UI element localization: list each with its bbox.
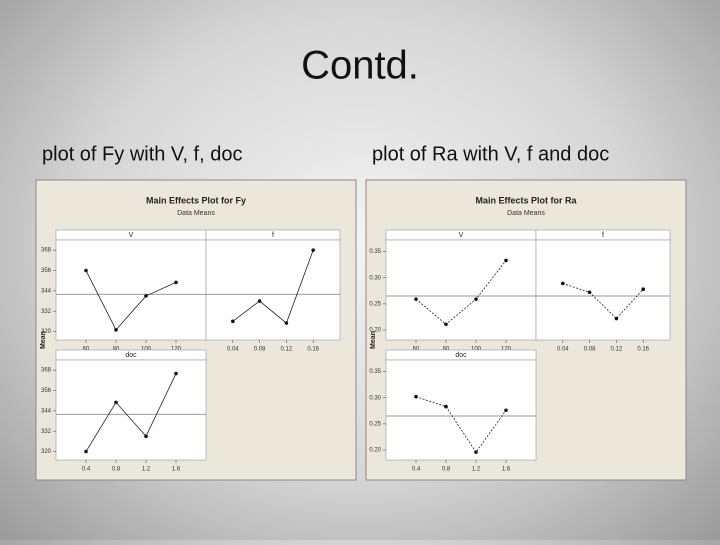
panel-plot	[55, 359, 207, 461]
data-point	[474, 297, 478, 301]
x-tick-label: 120	[171, 347, 182, 353]
y-tick-label: 320	[41, 449, 52, 455]
chart-subtitle: Data Means	[177, 210, 215, 217]
x-tick-label: 100	[141, 347, 152, 353]
x-tick-label: 0.12	[281, 347, 293, 353]
data-point	[114, 400, 118, 405]
y-tick-label: 320	[41, 329, 52, 335]
data-point	[84, 268, 88, 273]
x-tick-label: 120	[501, 347, 512, 353]
data-point	[284, 321, 289, 325]
y-axis-label: Mean	[370, 331, 377, 349]
chart-subtitle: Data Means	[507, 210, 545, 217]
y-tick-label: 0.25	[369, 301, 381, 307]
y-tick-label: 368	[41, 248, 52, 254]
data-point	[144, 294, 148, 298]
chart-title: Main Effects Plot for Fy	[146, 195, 246, 205]
chart: Main Effects Plot for Fy Data Means V 320 33…	[35, 179, 357, 481]
data-point	[114, 328, 118, 332]
x-tick-label: 0.08	[254, 347, 266, 353]
effect-line	[85, 373, 177, 452]
panel-plot	[385, 359, 537, 461]
data-point	[414, 297, 418, 301]
x-tick-label: 1.2	[472, 467, 481, 473]
y-tick-label: 344	[41, 408, 52, 414]
data-point	[561, 281, 565, 286]
y-tick-label: 0.35	[369, 369, 381, 375]
data-point	[174, 280, 178, 285]
y-tick-label: 0.20	[369, 328, 381, 334]
x-tick-label: 0.16	[637, 347, 649, 353]
data-point	[311, 248, 316, 252]
effect-line	[232, 250, 314, 324]
x-tick-label: 0.16	[307, 347, 319, 353]
y-tick-label: 0.30	[369, 395, 381, 401]
chart: Main Effects Plot for Ra Data Means V 0.20 0…	[365, 179, 687, 481]
panel-name: f	[602, 232, 604, 239]
data-point	[144, 434, 148, 439]
chart-title: Main Effects Plot for Ra	[475, 195, 577, 205]
y-tick-label: 356	[41, 388, 52, 394]
x-tick-label: 80	[443, 347, 450, 353]
data-point	[231, 319, 235, 324]
x-tick-label: 1.2	[142, 467, 151, 473]
x-tick-label: 0.04	[227, 347, 239, 353]
data-point	[444, 322, 448, 327]
y-tick-label: 332	[41, 429, 52, 435]
data-point	[504, 408, 508, 413]
y-tick-label: 356	[41, 268, 52, 274]
y-tick-label: 0.20	[369, 448, 381, 454]
x-tick-label: 60	[83, 347, 90, 353]
data-point	[174, 371, 178, 376]
caption: plot of Fy with V, f, doc	[42, 143, 242, 165]
effect-line	[85, 270, 177, 331]
slide-title: Contd.	[301, 44, 419, 88]
x-tick-label: 0.4	[412, 467, 421, 473]
data-point	[444, 404, 448, 409]
data-point	[257, 299, 262, 303]
data-point	[587, 290, 592, 295]
x-tick-label: 1.6	[172, 467, 181, 473]
y-tick-label: 344	[41, 288, 52, 294]
panel-plot	[205, 239, 341, 341]
x-tick-label: 0.08	[584, 347, 596, 353]
caption: plot of Ra with V, f and doc	[372, 143, 609, 165]
data-point	[641, 287, 645, 292]
y-axis-label: Mean	[40, 331, 47, 349]
panel-name: doc	[455, 352, 467, 359]
x-tick-label: 0.12	[611, 347, 623, 353]
y-tick-label: 0.25	[369, 421, 381, 427]
x-tick-label: 0.8	[442, 467, 451, 473]
x-tick-label: 80	[113, 347, 120, 353]
x-tick-label: 0.04	[557, 347, 569, 353]
x-tick-label: 100	[471, 347, 482, 353]
panel-plot	[535, 239, 671, 341]
panel-name: V	[129, 232, 134, 239]
y-tick-label: 0.30	[369, 275, 381, 281]
x-tick-label: 0.4	[82, 467, 91, 473]
data-point	[614, 316, 619, 321]
x-tick-label: 1.6	[502, 467, 511, 473]
effect-line	[415, 396, 507, 453]
y-tick-label: 0.35	[369, 249, 381, 255]
x-tick-label: 0.8	[112, 467, 121, 473]
panel-name: f	[272, 232, 274, 239]
x-tick-label: 60	[413, 347, 420, 353]
data-point	[84, 449, 88, 454]
y-tick-label: 368	[41, 368, 52, 374]
effect-line	[415, 260, 507, 325]
panel-plot	[385, 239, 537, 341]
data-point	[504, 258, 508, 263]
y-tick-label: 332	[41, 309, 52, 315]
panel-name: V	[459, 232, 464, 239]
effect-line	[562, 283, 644, 320]
data-point	[414, 394, 418, 399]
panel-name: doc	[125, 352, 137, 359]
panel-plot	[55, 239, 207, 341]
data-point	[474, 450, 478, 454]
